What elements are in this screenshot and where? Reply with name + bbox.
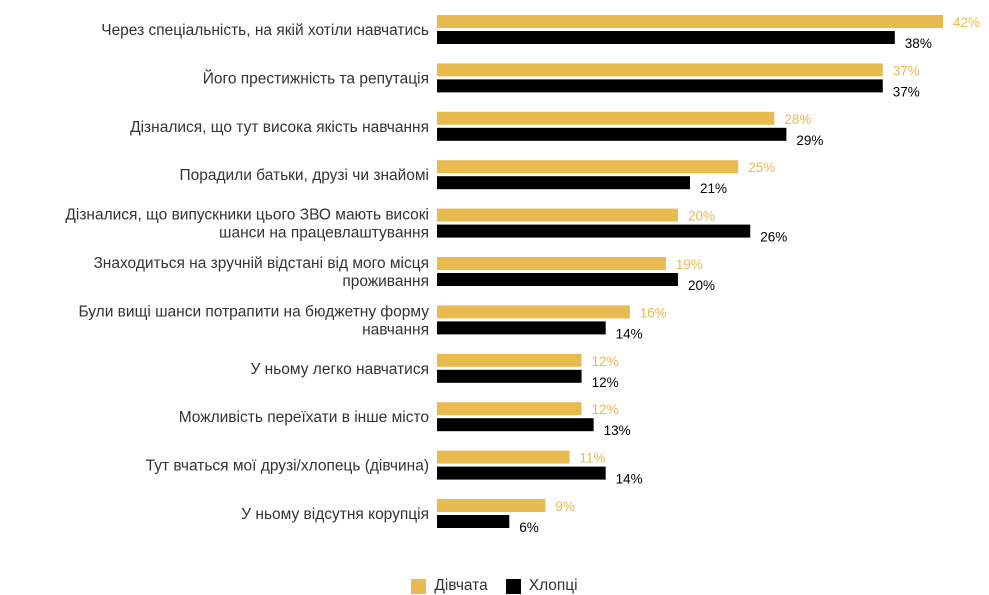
category-label: Порадили батьки, друзі чи знайомі <box>179 167 429 184</box>
bar-girls <box>437 63 883 77</box>
bar-boys <box>437 31 895 44</box>
value-label-girls: 42% <box>953 15 980 30</box>
value-label-boys: 29% <box>796 133 823 148</box>
legend-label-boys: Хлопці <box>528 577 578 594</box>
value-label-girls: 25% <box>748 160 775 175</box>
value-label-girls: 16% <box>640 305 667 320</box>
category-label: У ньому легко навчатися <box>251 361 429 378</box>
bar-boys <box>437 224 751 238</box>
category-label: У ньому відсутня корупція <box>241 506 429 523</box>
bar-chart: Через спеціальність, на якій хотіли навч… <box>65 15 980 535</box>
bar-girls <box>437 402 582 416</box>
value-label-girls: 12% <box>592 402 619 417</box>
bar-boys <box>437 466 606 480</box>
legend-item-girls: Дівчата <box>411 577 488 595</box>
value-label-girls: 19% <box>676 257 703 272</box>
value-label-boys: 14% <box>616 326 643 341</box>
value-label-girls: 9% <box>555 499 575 514</box>
bar-girls <box>437 160 739 174</box>
bar-boys <box>437 79 883 93</box>
bar-girls <box>437 305 630 319</box>
value-label-girls: 20% <box>688 209 715 224</box>
category-label: Його престижність та репутація <box>203 69 429 87</box>
category-label: Через спеціальність, на якій хотіли навч… <box>101 22 429 39</box>
value-label-boys: 20% <box>688 278 715 293</box>
value-label-girls: 11% <box>580 451 606 466</box>
value-label-girls: 28% <box>784 112 811 127</box>
bar-girls <box>437 15 943 28</box>
value-label-girls: 12% <box>592 354 619 369</box>
category-label: Тут вчаться мої друзі/хлопець (дівчина) <box>146 458 429 475</box>
category-label: Були вищі шанси потрапити на бюджетну фо… <box>78 303 429 338</box>
bar-boys <box>437 176 690 190</box>
bar-girls <box>437 208 678 222</box>
bar-girls <box>437 111 775 125</box>
value-label-girls: 37% <box>893 63 920 78</box>
category-label: Дізналися, що тут висока якість навчання <box>130 119 429 136</box>
category-label: Дізналися, що випускники цього ЗВО мають… <box>65 207 429 242</box>
legend-swatch-girls <box>411 578 427 594</box>
value-label-boys: 21% <box>700 181 727 196</box>
bar-girls <box>437 450 570 464</box>
legend-label-girls: Дівчата <box>434 577 488 594</box>
bar-boys <box>437 127 787 141</box>
bar-girls <box>437 257 666 270</box>
value-label-boys: 12% <box>592 375 619 390</box>
legend: Дівчата Хлопці <box>0 577 989 595</box>
legend-item-boys: Хлопці <box>505 577 578 595</box>
bar-boys <box>437 418 594 432</box>
value-label-boys: 14% <box>616 472 643 487</box>
category-label: Знаходиться на зручній відстані від мого… <box>93 255 429 290</box>
value-label-boys: 6% <box>519 520 539 535</box>
bar-boys <box>437 369 582 383</box>
value-label-boys: 37% <box>893 84 920 99</box>
category-label: Можливість переїхати в інше місто <box>179 409 429 426</box>
bar-boys <box>437 321 606 335</box>
bar-boys <box>437 515 510 528</box>
value-label-boys: 26% <box>760 230 787 245</box>
value-label-boys: 38% <box>905 36 932 51</box>
legend-swatch-boys <box>505 578 521 594</box>
value-label-boys: 13% <box>604 423 631 438</box>
bar-boys <box>437 273 678 286</box>
bar-girls <box>437 499 546 512</box>
bar-girls <box>437 353 582 367</box>
